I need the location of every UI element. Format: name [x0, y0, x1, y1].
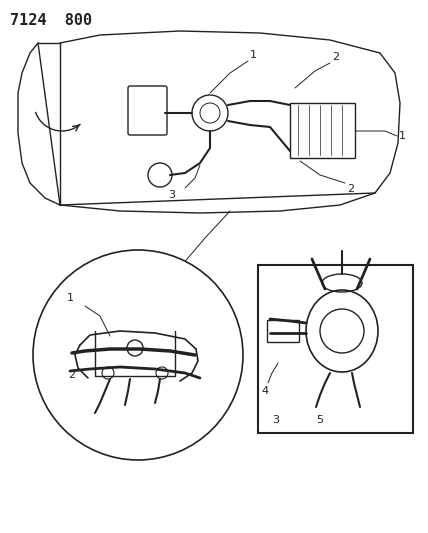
FancyBboxPatch shape — [258, 265, 413, 433]
Text: 7124  800: 7124 800 — [10, 13, 92, 28]
Text: 3: 3 — [273, 415, 279, 425]
Text: 4: 4 — [262, 386, 268, 396]
Text: 2: 2 — [347, 184, 354, 194]
Text: 5: 5 — [316, 415, 324, 425]
Text: 3: 3 — [168, 190, 175, 200]
Text: 1: 1 — [250, 50, 257, 60]
Text: 1: 1 — [66, 293, 74, 303]
Text: 1: 1 — [399, 131, 406, 141]
Circle shape — [33, 250, 243, 460]
Text: 2: 2 — [68, 370, 76, 380]
Text: 2: 2 — [332, 52, 339, 62]
